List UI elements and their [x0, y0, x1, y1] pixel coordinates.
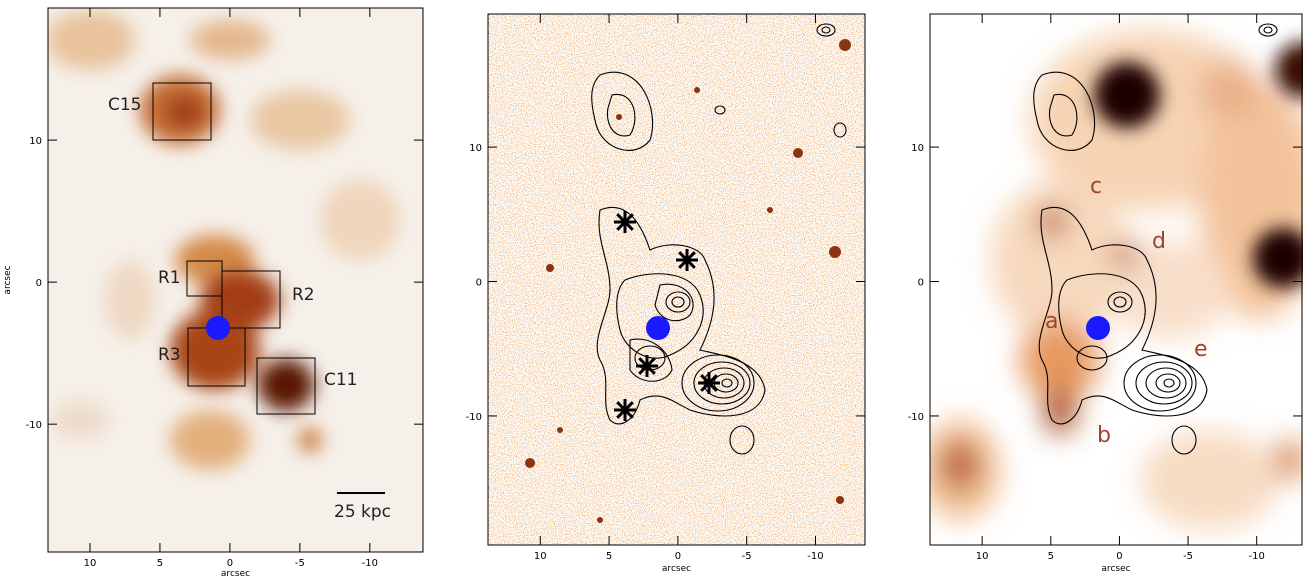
panel-1-image — [48, 8, 423, 552]
x-tick-label: -5 — [1183, 551, 1193, 562]
asterisk-stroke — [678, 251, 696, 269]
y-tick-label: 10 — [911, 143, 924, 154]
x-tick-label: -10 — [807, 551, 823, 562]
y-tick-label: 10 — [29, 136, 42, 147]
annotation: e — [1194, 337, 1208, 362]
annotation: R3 — [158, 345, 181, 365]
annotation: R2 — [292, 285, 315, 305]
panel-frame — [487, 13, 866, 546]
x-axis-label: arcsec — [221, 569, 250, 578]
asterisk-stroke — [616, 401, 634, 419]
annotation: R1 — [158, 268, 181, 288]
y-tick-label: 0 — [476, 278, 482, 289]
x-tick-label: 10 — [976, 551, 989, 562]
x-tick-label: -5 — [295, 558, 305, 569]
asterisk-stroke — [638, 357, 656, 375]
annotation: d — [1152, 229, 1166, 254]
panel-frame — [929, 13, 1303, 546]
x-tick-label: 0 — [675, 551, 681, 562]
asterisk-stroke — [700, 374, 718, 392]
y-tick-label: 0 — [36, 278, 42, 289]
y-tick-label: 10 — [469, 143, 482, 154]
x-tick-label: 5 — [157, 558, 163, 569]
x-tick-label: 5 — [606, 551, 612, 562]
x-tick-label: -10 — [362, 558, 378, 569]
x-tick-label: 0 — [1116, 551, 1122, 562]
panel-2-image — [488, 14, 865, 545]
x-tick-label: 10 — [534, 551, 547, 562]
annotation: C15 — [108, 95, 142, 115]
annotation: 25 kpc — [334, 502, 391, 522]
panel-3-image — [930, 14, 1303, 545]
x-tick-label: -10 — [1249, 551, 1265, 562]
x-axis-label: arcsec — [1101, 564, 1130, 574]
y-tick-label: -10 — [908, 412, 924, 423]
x-tick-label: -5 — [742, 551, 752, 562]
y-axis-label: arcsec — [3, 265, 13, 294]
x-tick-label: 0 — [227, 558, 233, 569]
annotation: a — [1045, 309, 1058, 334]
x-tick-label: 5 — [1048, 551, 1054, 562]
x-tick-label: 10 — [84, 558, 97, 569]
asterisk-stroke — [616, 213, 634, 231]
annotation: b — [1097, 423, 1111, 448]
panel-frame — [47, 7, 424, 553]
x-axis-label: arcsec — [662, 564, 691, 574]
y-tick-label: -10 — [26, 420, 42, 431]
y-tick-label: -10 — [466, 412, 482, 423]
annotation: C11 — [324, 370, 358, 390]
annotation: c — [1090, 174, 1102, 199]
y-tick-label: 0 — [918, 278, 924, 289]
